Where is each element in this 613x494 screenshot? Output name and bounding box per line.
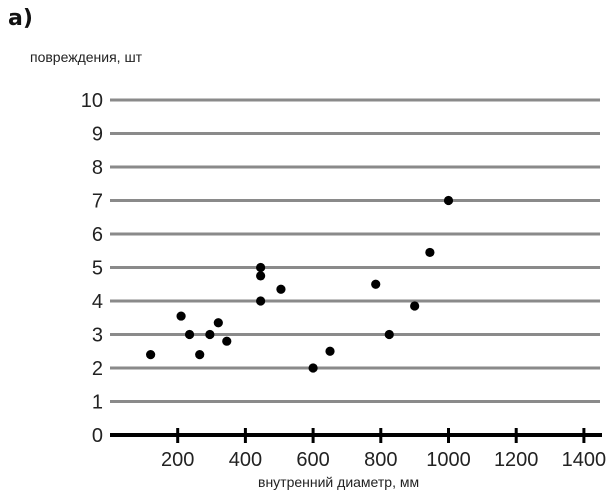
x-tick-label-800: 800 — [364, 449, 397, 471]
x-tick-label-1000: 1000 — [426, 449, 471, 471]
tick-labels: 0 1 2 3 4 5 6 7 8 9 10 200 400 600 800 1000 1200 1400 — [81, 90, 606, 471]
data-point-7 — [256, 262, 266, 273]
y-tick-label-1: 1 — [92, 392, 103, 414]
x-tick-label-1200: 1200 — [494, 449, 539, 471]
data-point-8 — [256, 271, 266, 281]
y-tick-label-2: 2 — [92, 358, 103, 380]
grid-lines — [110, 98, 600, 403]
data-point-11 — [308, 363, 318, 373]
data-point-6 — [222, 336, 232, 346]
data-point-12 — [325, 346, 335, 356]
y-tick-label-6: 6 — [92, 224, 103, 246]
y-tick-label-9: 9 — [92, 124, 103, 146]
data-point-14 — [384, 329, 394, 340]
y-tick-label-4: 4 — [92, 291, 103, 313]
axes — [110, 428, 602, 443]
panel-label: а) — [8, 6, 33, 31]
data-point-1 — [176, 311, 186, 321]
y-tick-label-8: 8 — [92, 157, 103, 179]
data-points — [146, 195, 454, 373]
y-tick-label-7: 7 — [92, 191, 103, 213]
x-tick-label-600: 600 — [296, 449, 329, 471]
data-point-2 — [184, 329, 195, 340]
data-point-10 — [276, 284, 286, 294]
data-point-0 — [146, 350, 156, 360]
x-axis-label: внутренний диаметр, мм — [258, 474, 420, 490]
y-tick-label-10: 10 — [81, 90, 103, 112]
y-tick-label-0: 0 — [92, 425, 103, 447]
x-tick-label-400: 400 — [229, 449, 262, 471]
data-point-4 — [205, 329, 215, 340]
x-tick-label-1400: 1400 — [562, 449, 607, 471]
data-point-9 — [256, 296, 266, 306]
data-point-3 — [195, 350, 205, 360]
data-point-15 — [410, 301, 420, 311]
y-tick-label-3: 3 — [92, 325, 103, 347]
data-point-5 — [213, 318, 223, 328]
data-point-16 — [425, 247, 435, 258]
data-point-17 — [443, 195, 454, 206]
x-tick-label-200: 200 — [161, 449, 194, 471]
y-axis-label: повреждения, шт — [30, 49, 143, 65]
data-point-13 — [371, 279, 381, 289]
y-tick-label-5: 5 — [92, 258, 103, 280]
